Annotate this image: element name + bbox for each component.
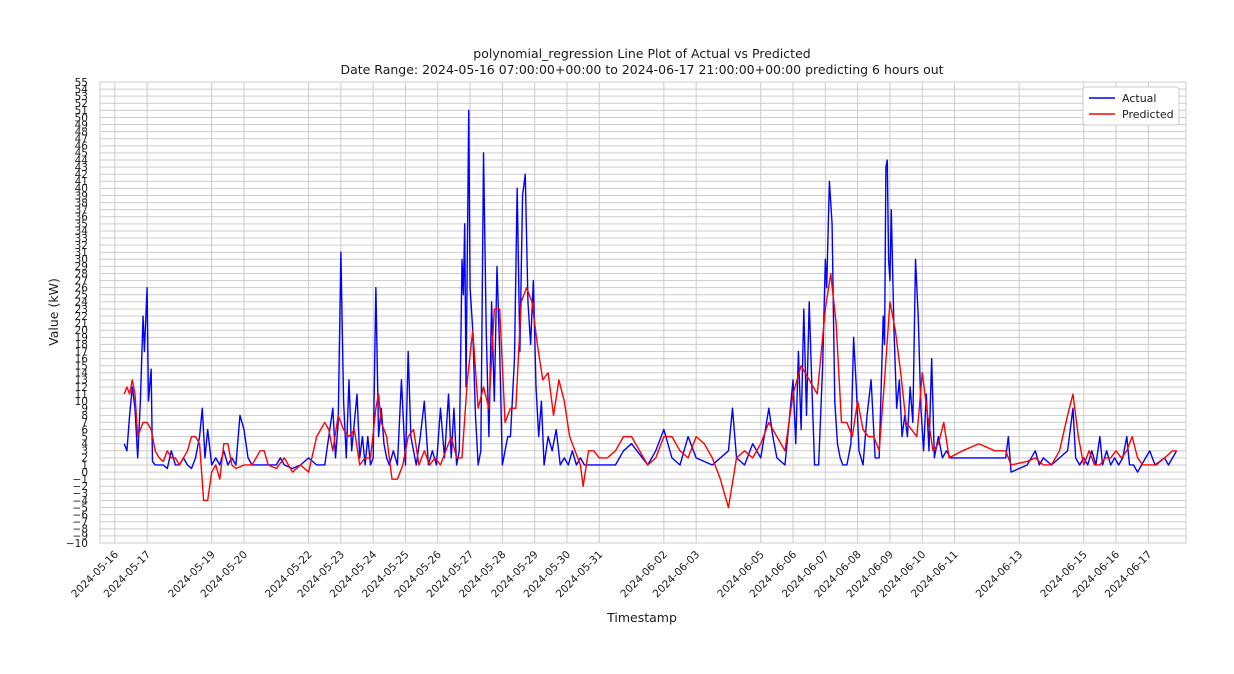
y-tick-label: 7 <box>81 417 88 429</box>
y-tick-label: −2 <box>73 481 88 493</box>
y-tick-label: 11 <box>75 389 88 401</box>
y-tick-label: 17 <box>75 346 88 358</box>
x-axis-label: Timestamp <box>606 610 677 625</box>
y-tick-label: 53 <box>75 91 88 103</box>
y-tick-label: 54 <box>75 84 89 96</box>
y-tick-label: 36 <box>75 212 89 224</box>
legend-label-actual: Actual <box>1122 92 1156 105</box>
y-tick-label: 51 <box>75 105 88 117</box>
y-tick-label: 48 <box>75 126 88 138</box>
y-tick-label: 4 <box>81 439 88 451</box>
y-tick-label: −9 <box>73 531 88 543</box>
grid <box>100 81 1186 544</box>
y-tick-label: 6 <box>81 424 88 436</box>
y-tick-label: −8 <box>73 524 88 536</box>
y-tick-label: 34 <box>75 226 89 238</box>
y-tick-label: −5 <box>73 502 88 514</box>
y-tick-label: 13 <box>75 375 88 387</box>
y-tick-label: 12 <box>75 382 88 394</box>
y-tick-label: 29 <box>75 261 88 273</box>
y-tick-label: 21 <box>75 318 88 330</box>
y-tick-label: 14 <box>75 368 89 380</box>
chart-subtitle: Date Range: 2024-05-16 07:00:00+00:00 to… <box>340 62 943 77</box>
y-tick-label: 37 <box>75 204 88 216</box>
y-tick-label: 41 <box>75 176 88 188</box>
y-tick-label: 18 <box>75 339 88 351</box>
y-tick-label: 39 <box>75 190 88 202</box>
y-tick-label: 15 <box>75 360 88 372</box>
y-axis-ticks: −10−9−8−7−6−5−4−3−2−10123456789101112131… <box>66 77 88 550</box>
y-tick-label: 23 <box>75 304 88 316</box>
y-tick-label: 27 <box>75 275 88 287</box>
y-tick-label: 8 <box>81 410 88 422</box>
y-tick-label: 19 <box>75 332 88 344</box>
y-tick-label: 31 <box>75 247 88 259</box>
y-tick-label: 16 <box>75 353 89 365</box>
y-tick-label: 35 <box>75 219 88 231</box>
y-tick-label: 33 <box>75 233 88 245</box>
y-tick-label: 46 <box>75 141 89 153</box>
legend-label-predicted: Predicted <box>1122 108 1174 121</box>
y-tick-label: 20 <box>75 325 88 337</box>
y-tick-label: 49 <box>75 119 88 131</box>
y-tick-label: 22 <box>75 311 88 323</box>
chart-title: polynomial_regression Line Plot of Actua… <box>473 46 810 61</box>
y-tick-label: −3 <box>73 488 88 500</box>
y-tick-label: 42 <box>75 169 88 181</box>
y-tick-label: 45 <box>75 148 88 160</box>
y-tick-label: 52 <box>75 98 88 110</box>
y-tick-label: 30 <box>75 254 88 266</box>
y-tick-label: 25 <box>75 290 88 302</box>
y-tick-label: −4 <box>73 495 89 507</box>
y-tick-label: 1 <box>81 460 88 472</box>
series-line-predicted <box>123 272 1177 509</box>
legend: Actual Predicted <box>1082 86 1180 126</box>
y-tick-label: 3 <box>81 446 88 458</box>
y-tick-label: 38 <box>75 197 88 209</box>
y-tick-label: 40 <box>75 183 88 195</box>
y-tick-label: 32 <box>75 240 88 252</box>
y-tick-label: −7 <box>73 517 88 529</box>
y-tick-label: 47 <box>75 134 88 146</box>
y-tick-label: 10 <box>75 396 88 408</box>
y-tick-label: 9 <box>81 403 88 415</box>
y-tick-label: 55 <box>75 77 88 89</box>
y-tick-label: 2 <box>81 453 88 465</box>
series-lines <box>123 109 1178 509</box>
y-tick-label: −1 <box>73 474 88 486</box>
y-axis-label: Value (kW) <box>46 278 61 346</box>
y-tick-label: 28 <box>75 268 88 280</box>
plot-frame <box>99 81 1187 544</box>
legend-box <box>1082 86 1180 126</box>
y-tick-label: 5 <box>81 431 88 443</box>
y-tick-label: 43 <box>75 162 88 174</box>
y-tick-label: 50 <box>75 112 88 124</box>
y-tick-label: 0 <box>81 467 88 479</box>
x-tick-label: 2024-06-13 <box>974 549 1026 601</box>
y-tick-label: −10 <box>66 538 88 550</box>
y-tick-label: 24 <box>75 297 89 309</box>
y-tick-label: 44 <box>75 155 89 167</box>
y-tick-label: 26 <box>75 282 89 294</box>
y-tick-label: −6 <box>73 509 89 521</box>
